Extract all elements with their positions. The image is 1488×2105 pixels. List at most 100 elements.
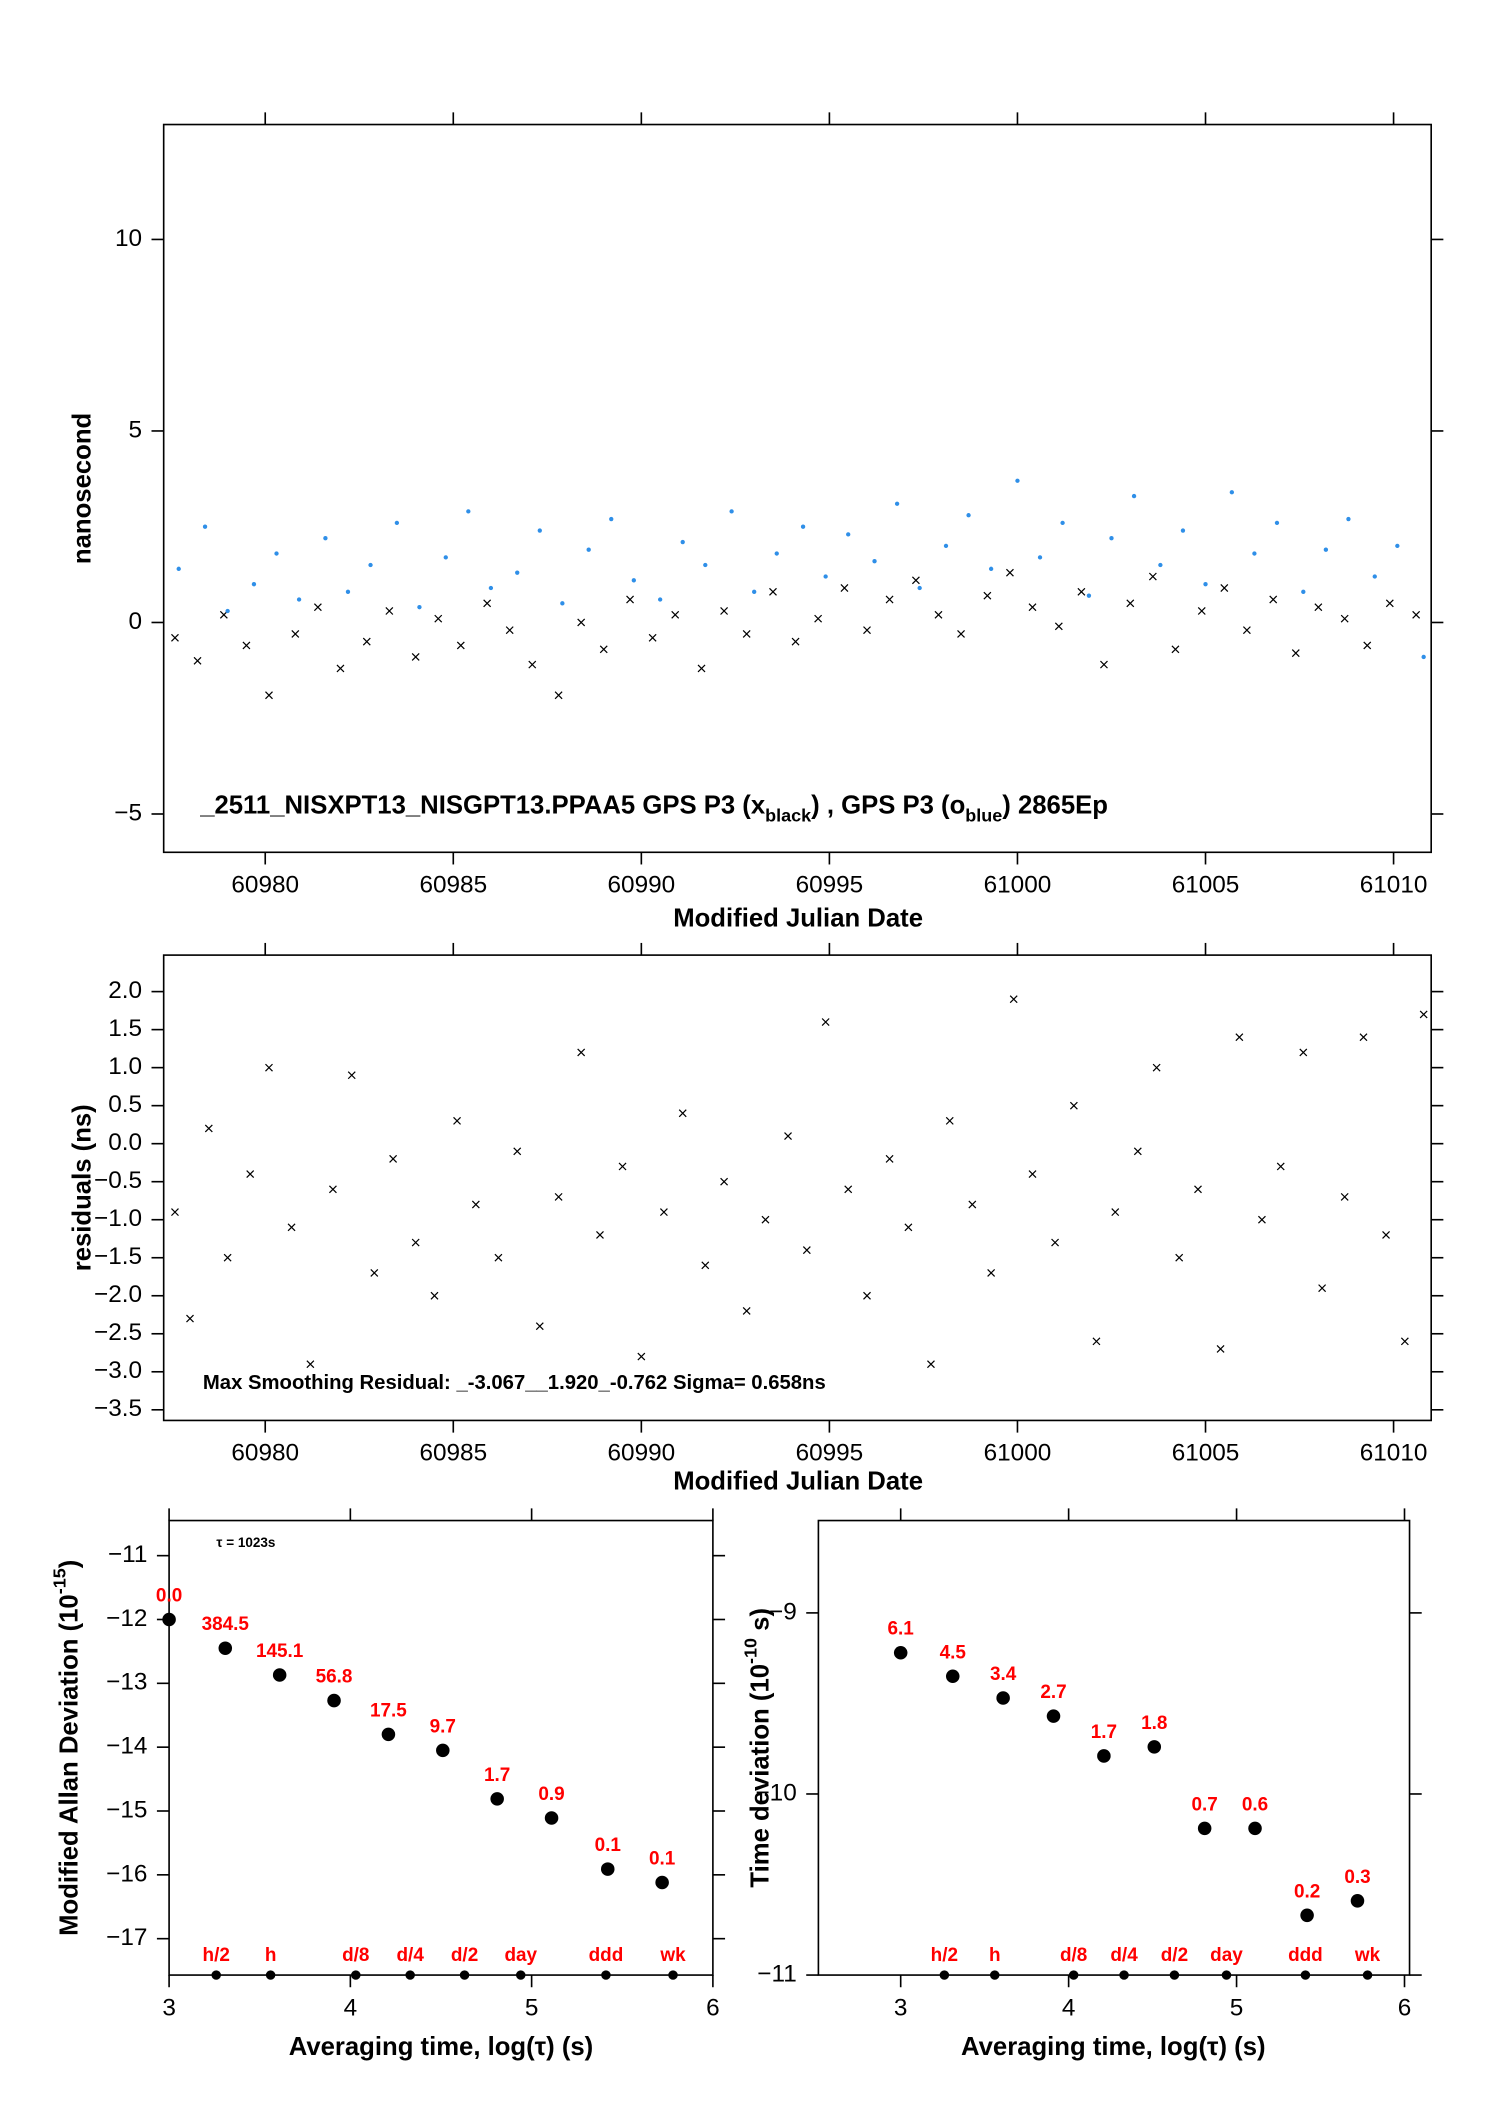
y-tick-label: 2.0 [108,977,142,1004]
data-point [471,1200,480,1209]
data-point [840,584,849,592]
data-point [586,547,591,552]
y-tick-label: −3.0 [94,1357,142,1384]
point-label: 6.1 [888,1619,914,1640]
y-axis-title-part: Modified Allan Deviation (10 [55,1594,83,1936]
marker-dot [990,1970,1000,1980]
y-tick-label: −1.0 [94,1205,142,1232]
y-tick-label: 1.5 [108,1015,142,1042]
marker-label: wk [1354,1945,1381,1966]
data-point [443,555,448,560]
data-point [626,595,635,604]
point-label: 0.0 [156,1585,182,1606]
y-tick-label: −2.5 [94,1319,142,1346]
marker-label: d/4 [397,1945,425,1966]
data-point [697,664,706,673]
marker-label: ddd [589,1945,624,1966]
marker-dot [351,1970,361,1980]
data-point [218,1641,233,1655]
x-axis-title: Modified Julian Date [673,905,923,933]
data-point [186,1314,194,1323]
data-point [800,524,806,529]
x-tick-label: 61010 [1360,872,1428,899]
data-point [1133,1147,1142,1156]
marker-label: d/8 [342,1945,369,1966]
data-point [528,660,537,669]
data-point [893,1645,908,1660]
annotation-part: black [765,805,812,825]
data-point [911,576,920,585]
data-point [1318,1284,1327,1293]
data-point [596,1230,604,1239]
annotation-part: blue [965,805,1002,825]
marker-label: wk [659,1945,686,1966]
point-label: 0.1 [649,1849,675,1870]
marker-dot [459,1970,470,1980]
x-tick-label: 61005 [1172,1440,1240,1467]
data-point [637,1352,646,1361]
data-point [599,645,608,654]
point-label: 3.4 [990,1664,1017,1685]
data-point [246,1170,255,1179]
data-point [1274,520,1280,526]
point-label: 1.7 [484,1765,510,1786]
data-point [434,614,443,623]
data-point [618,1162,627,1171]
y-axis-title-part: Time deviation (10 [746,1664,774,1888]
marker-dot [1068,1970,1079,1980]
y-tick-label: −5 [114,799,142,826]
y-axis-title-part: -10 [740,1638,760,1664]
point-label: 17.5 [370,1700,407,1721]
marker-label: d/2 [1161,1945,1188,1966]
data-point [313,603,322,612]
data-point [537,528,542,533]
marker-dot [1300,1970,1311,1980]
data-point [202,524,208,529]
data-point [934,610,943,619]
y-tick-label: −17 [106,1924,147,1951]
data-point [774,551,779,556]
data-point [1077,587,1086,596]
data-point [945,1669,960,1684]
data-point [1051,1238,1060,1247]
data-point [176,566,181,572]
data-point [1299,1048,1308,1057]
x-tick-label: 60995 [796,1440,864,1467]
data-point [1235,1033,1244,1042]
data-point [655,1875,669,1890]
data-point [494,1253,503,1262]
data-point [1400,1337,1409,1346]
data-point [943,543,949,549]
data-point [171,1208,179,1217]
data-point [791,637,800,646]
data-point [554,691,563,700]
data-point [885,1154,894,1163]
data-point [1314,603,1323,612]
data-point [1028,1170,1037,1179]
point-label: 1.7 [1091,1722,1117,1743]
data-point [769,587,777,596]
data-point [1363,641,1372,650]
data-point [265,691,273,700]
data-point [362,637,371,646]
data-point [515,570,520,575]
data-point [1015,478,1020,483]
data-point [1147,1740,1162,1754]
data-point [761,1215,770,1224]
data-point [272,1668,287,1682]
data-point [411,653,420,661]
data-point [1419,1010,1428,1019]
data-point [488,585,494,591]
data-point [1158,562,1163,568]
data-point [1395,543,1400,549]
data-point [1092,1337,1101,1346]
data-point [1126,599,1135,608]
data-point [863,1291,871,1300]
data-point [600,1862,615,1876]
data-point [996,1691,1010,1705]
data-point [223,1253,232,1262]
x-tick-label: 4 [344,1994,358,2021]
data-point [678,1109,687,1118]
data-point [1111,1208,1120,1217]
